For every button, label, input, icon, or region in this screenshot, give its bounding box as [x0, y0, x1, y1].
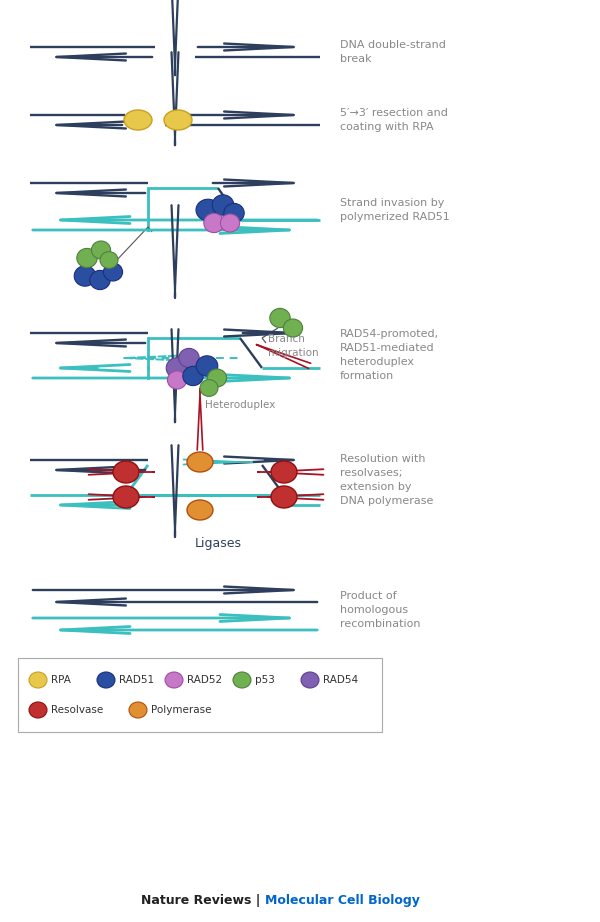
Ellipse shape: [113, 461, 139, 483]
Ellipse shape: [103, 263, 122, 281]
Ellipse shape: [167, 371, 187, 389]
Text: Resolvase: Resolvase: [51, 705, 103, 715]
Ellipse shape: [271, 486, 297, 508]
Text: Polymerase: Polymerase: [151, 705, 212, 715]
Ellipse shape: [164, 110, 192, 130]
Ellipse shape: [208, 369, 227, 387]
Ellipse shape: [129, 702, 147, 718]
Text: Molecular Cell Biology: Molecular Cell Biology: [265, 893, 420, 906]
Ellipse shape: [233, 672, 251, 688]
Ellipse shape: [29, 672, 47, 688]
Ellipse shape: [204, 213, 224, 232]
Ellipse shape: [166, 358, 188, 378]
Ellipse shape: [97, 672, 115, 688]
Text: RAD54: RAD54: [323, 675, 358, 685]
Text: 5′→3′ resection and
coating with RPA: 5′→3′ resection and coating with RPA: [340, 108, 448, 132]
Text: DNA double-strand
break: DNA double-strand break: [340, 40, 446, 64]
Ellipse shape: [100, 252, 118, 268]
Ellipse shape: [74, 266, 96, 286]
Text: Product of
homologous
recombination: Product of homologous recombination: [340, 591, 421, 629]
Ellipse shape: [91, 241, 110, 259]
Ellipse shape: [283, 319, 302, 337]
FancyBboxPatch shape: [18, 658, 382, 732]
Ellipse shape: [196, 199, 220, 220]
Ellipse shape: [271, 461, 297, 483]
Ellipse shape: [183, 366, 203, 385]
Ellipse shape: [187, 452, 213, 472]
Ellipse shape: [90, 270, 110, 290]
Text: Strand invasion by
polymerized RAD51: Strand invasion by polymerized RAD51: [340, 198, 450, 222]
Ellipse shape: [165, 672, 183, 688]
Text: RAD54-promoted,
RAD51-mediated
heteroduplex
formation: RAD54-promoted, RAD51-mediated heterodup…: [340, 329, 439, 381]
Text: RPA: RPA: [51, 675, 71, 685]
Text: p53: p53: [255, 675, 275, 685]
Text: Heteroduplex: Heteroduplex: [205, 400, 275, 410]
Text: Nature Reviews |: Nature Reviews |: [141, 893, 265, 906]
Ellipse shape: [301, 672, 319, 688]
Ellipse shape: [270, 308, 290, 327]
Ellipse shape: [187, 500, 213, 520]
Text: Branch
migration: Branch migration: [268, 335, 319, 358]
Ellipse shape: [224, 204, 244, 222]
Ellipse shape: [124, 110, 152, 130]
Ellipse shape: [212, 195, 234, 215]
Ellipse shape: [29, 702, 47, 718]
Ellipse shape: [200, 380, 218, 396]
Ellipse shape: [220, 214, 239, 232]
Ellipse shape: [196, 356, 218, 376]
Text: RAD52: RAD52: [187, 675, 222, 685]
Ellipse shape: [113, 486, 139, 508]
Text: Ligases: Ligases: [195, 537, 242, 550]
Text: RAD51: RAD51: [119, 675, 154, 685]
Ellipse shape: [77, 248, 97, 267]
Text: Resolution with
resolvases;
extension by
DNA polymerase: Resolution with resolvases; extension by…: [340, 454, 433, 506]
Ellipse shape: [179, 349, 199, 368]
